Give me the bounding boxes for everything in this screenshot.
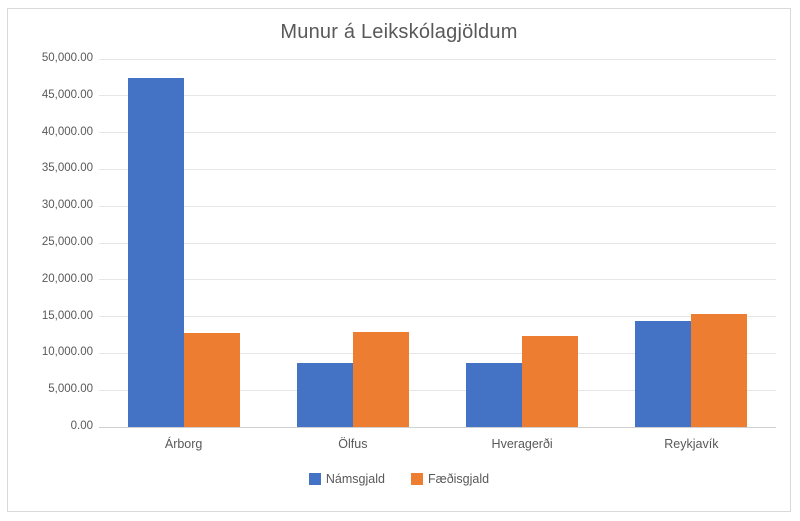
- y-axis-tick-label: 0.00: [70, 420, 93, 432]
- chart-frame: Munur á Leikskólagjöldum 0.00 5,000.00 10,…: [7, 8, 791, 512]
- gridline: [99, 132, 776, 134]
- gridline: [99, 205, 776, 207]
- y-axis-tick-label: 10,000.00: [41, 346, 93, 359]
- legend: Námsgjald Fæðisgjald: [8, 472, 790, 486]
- bar-fæðisgjald-ölfus: [352, 332, 409, 427]
- legend-item-námsgjald: Námsgjald: [308, 472, 385, 486]
- bar-námsgjald-reykjavík: [635, 321, 692, 427]
- y-axis-tick-label: 50,000.00: [41, 52, 93, 64]
- x-axis-category-label: Árborg: [164, 437, 203, 451]
- legend-label: Námsgjald: [325, 472, 385, 486]
- bar-námsgjald-ölfus: [296, 362, 353, 427]
- bar-fæðisgjald-reykjavík: [691, 314, 748, 427]
- bar-fæðisgjald-árborg: [183, 332, 240, 427]
- legend-label: Fæðisgjald: [427, 472, 490, 486]
- gridline: [99, 168, 776, 170]
- legend-swatch-icon: [308, 473, 321, 485]
- bar-námsgjald-hveragerði: [466, 363, 523, 427]
- gridline: [99, 242, 776, 244]
- plot-area: [99, 58, 776, 428]
- gridline: [99, 95, 776, 97]
- y-axis-tick-label: 40,000.00: [41, 125, 93, 138]
- chart-title: Munur á Leikskólagjöldum: [280, 21, 518, 43]
- x-axis-category-label: Hveragerði: [491, 437, 553, 451]
- y-axis-tick-label: 45,000.00: [41, 88, 93, 101]
- legend-item-fæðisgjald: Fæðisgjald: [410, 472, 490, 486]
- x-axis-line: [99, 426, 776, 428]
- bar-námsgjald-árborg: [127, 78, 184, 427]
- y-axis-tick-label: 15,000.00: [41, 309, 93, 322]
- gridline: [99, 389, 776, 391]
- y-axis-tick-label: 30,000.00: [41, 199, 93, 212]
- y-axis-tick-label: 35,000.00: [41, 162, 93, 175]
- y-axis-tick-label: 5,000.00: [48, 383, 93, 396]
- x-axis-category-label: Reykjavík: [664, 437, 719, 451]
- legend-swatch-icon: [410, 473, 423, 485]
- y-axis-tick-label: 25,000.00: [41, 236, 93, 248]
- y-axis-tick-label: 20,000.00: [41, 272, 93, 285]
- gridline: [99, 316, 776, 318]
- gridline: [99, 58, 776, 60]
- gridline: [99, 279, 776, 281]
- bar-fæðisgjald-hveragerði: [522, 336, 579, 427]
- x-axis-category-label: Ölfus: [338, 437, 368, 451]
- gridline: [99, 352, 776, 354]
